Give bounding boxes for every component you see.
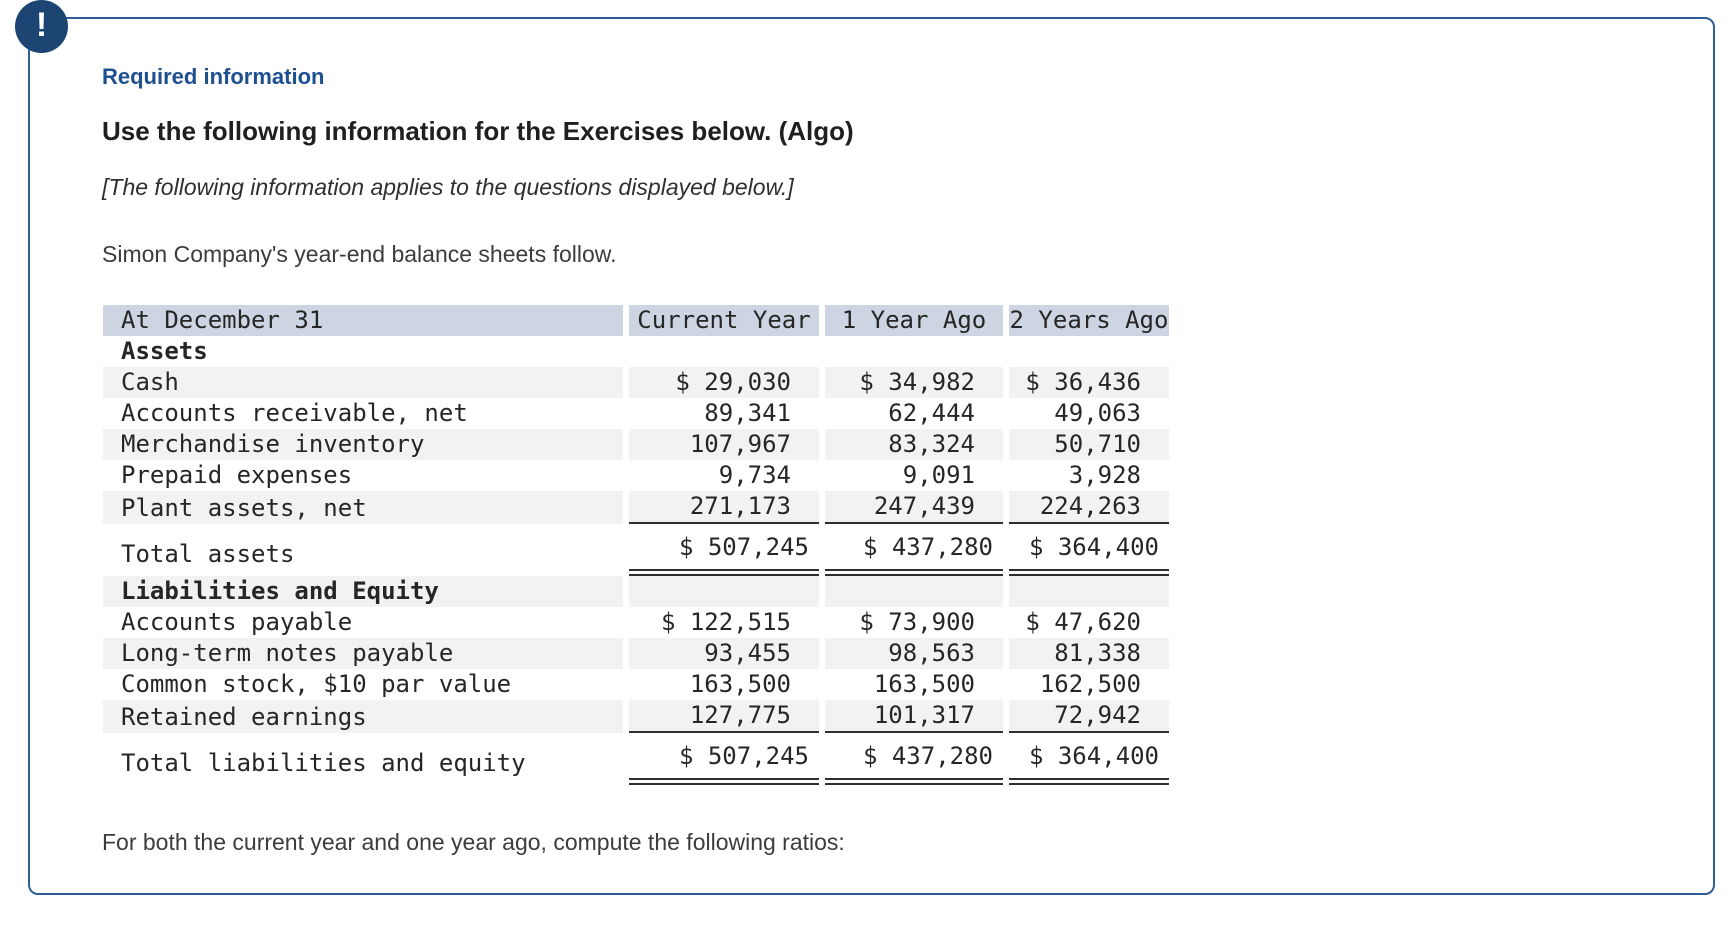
row-label: Common stock, $10 par value [121,670,512,698]
table-row-retained-earnings: Retained earnings 127,775 101,317 72,942 [103,700,1169,733]
row-label: Retained earnings [103,700,623,733]
section-heading-liabilities-equity: Liabilities and Equity [103,576,1169,607]
table-row-prepaid-expenses: Prepaid expenses 9,734 9,091 3,928 [103,460,1169,491]
value-2-years-ago: 3,928 [1068,461,1141,489]
value-current-year: 107,967 [629,429,819,460]
row-label: Total assets [121,540,295,568]
row-label: Accounts payable [121,608,353,636]
row-label: Cash [103,367,623,398]
table-row-plant-assets: Plant assets, net 271,173 247,439 224,26… [103,491,1169,524]
row-label: Total liabilities and equity [121,749,526,777]
row-label: Long-term notes payable [103,638,623,669]
value-2-years-ago: $ 364,400 [1009,733,1169,785]
exercise-title: Use the following information for the Ex… [102,116,854,146]
value-current-year: 163,500 [689,670,791,698]
value-2-years-ago: 162,500 [1039,670,1141,698]
table-row-accounts-payable: Accounts payable $ 122,515 $ 73,900 $ 47… [103,607,1169,638]
column-header-at-december-31: At December 31 [103,305,623,336]
table-row-cash: Cash $ 29,030 $ 34,982 $ 36,436 [103,367,1169,398]
value-1-year-ago: 247,439 [825,491,1003,524]
row-label: Merchandise inventory [103,429,623,460]
column-header-current-year: Current Year [629,305,819,336]
applies-note: [The following information applies to th… [102,174,794,200]
table-row-total-liabilities-equity: Total liabilities and equity $ 507,245 $… [103,733,1169,785]
table-row-accounts-receivable: Accounts receivable, net 89,341 62,444 4… [103,398,1169,429]
column-header-1-year-ago: 1 Year Ago [825,305,1003,336]
value-current-year: $ 507,245 [629,524,819,576]
row-label: Prepaid expenses [121,461,353,489]
value-1-year-ago: 83,324 [825,429,1003,460]
table-row-long-term-notes: Long-term notes payable 93,455 98,563 81… [103,638,1169,669]
required-information-panel: Required information Use the following i… [28,17,1715,895]
required-information-label: Required information [102,64,325,89]
value-1-year-ago: $ 34,982 [825,367,1003,398]
value-1-year-ago: 98,563 [825,638,1003,669]
value-current-year: 127,775 [629,700,819,733]
table-row-merchandise-inventory: Merchandise inventory 107,967 83,324 50,… [103,429,1169,460]
value-1-year-ago: $ 73,900 [859,608,975,636]
value-current-year: 93,455 [629,638,819,669]
balance-sheet-table: At December 31 Current Year 1 Year Ago 2… [97,305,1175,785]
section-heading-assets: Assets [103,336,1169,367]
table-row-total-assets: Total assets $ 507,245 $ 437,280 $ 364,4… [103,524,1169,576]
row-label: Plant assets, net [103,491,623,524]
value-current-year: 9,734 [718,461,791,489]
column-header-2-years-ago: 2 Years Ago [1009,305,1169,336]
value-1-year-ago: 163,500 [873,670,975,698]
value-2-years-ago: $ 364,400 [1009,524,1169,576]
value-current-year: $ 507,245 [629,733,819,785]
value-2-years-ago: 72,942 [1009,700,1169,733]
section-label: Assets [121,337,208,365]
value-current-year: $ 122,515 [660,608,791,636]
value-current-year: $ 29,030 [629,367,819,398]
value-2-years-ago: $ 36,436 [1009,367,1169,398]
value-2-years-ago: 49,063 [1054,399,1141,427]
value-2-years-ago: 81,338 [1009,638,1169,669]
row-label: Accounts receivable, net [121,399,468,427]
value-current-year: 271,173 [629,491,819,524]
value-2-years-ago: 224,263 [1009,491,1169,524]
value-1-year-ago: 62,444 [888,399,975,427]
compute-ratios-instruction: For both the current year and one year a… [102,829,845,855]
value-1-year-ago: 9,091 [902,461,975,489]
value-2-years-ago: 50,710 [1009,429,1169,460]
value-1-year-ago: 101,317 [825,700,1003,733]
value-2-years-ago: $ 47,620 [1025,608,1141,636]
table-header-row: At December 31 Current Year 1 Year Ago 2… [103,305,1169,336]
value-1-year-ago: $ 437,280 [825,524,1003,576]
value-1-year-ago: $ 437,280 [825,733,1003,785]
alert-exclamation-icon: ! [15,0,68,53]
section-label: Liabilities and Equity [103,576,623,607]
intro-text: Simon Company's year-end balance sheets … [102,241,617,267]
value-current-year: 89,341 [704,399,791,427]
table-row-common-stock: Common stock, $10 par value 163,500 163,… [103,669,1169,700]
